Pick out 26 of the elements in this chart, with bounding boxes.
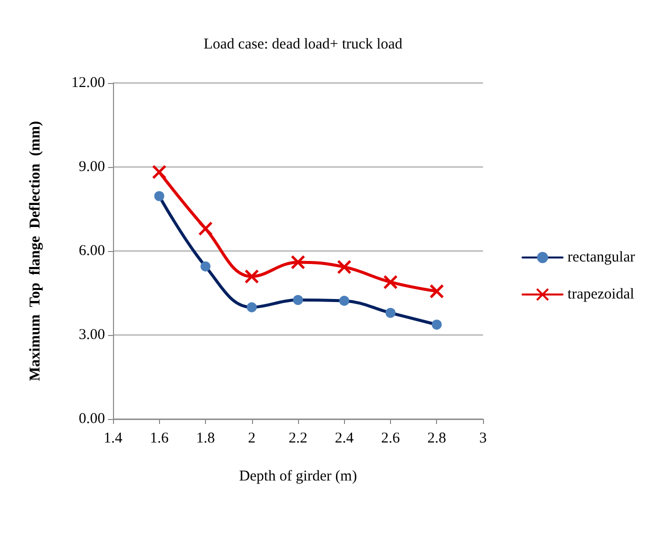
y-tick-label: 6.00 [78,243,105,259]
x-tick-label: 2.2 [288,430,308,446]
y-tick-label: 3.00 [78,327,105,343]
y-tick-label: 12.00 [71,75,105,91]
x-tick-label: 2 [248,430,256,446]
point [290,254,306,270]
y-tick-label: 9.00 [78,159,105,175]
point [337,260,352,274]
x-tick-label: 2.4 [334,430,354,446]
y-axis-title: Maximum Top flange Deflection (mm) [28,121,44,381]
point [198,221,213,236]
x-tick-label: 1.4 [104,430,123,446]
legend-label: rectangular [568,250,636,266]
x-tick-label: 1.6 [150,430,170,446]
y-tick-label: 0.00 [78,411,105,427]
x-tick-label: 2.8 [427,430,446,446]
x-axis-title: Depth of girder (m) [239,468,357,484]
x-tick-label: 3 [479,430,487,446]
legend-label: trapezoidal [568,286,634,302]
point [244,269,259,284]
point [430,284,444,299]
point [152,164,166,180]
chart-title: Load case: dead load+ truck load [204,36,403,52]
x-tick-label: 2.6 [381,430,400,446]
point [383,274,398,290]
x-tick-label: 1.8 [196,430,215,446]
